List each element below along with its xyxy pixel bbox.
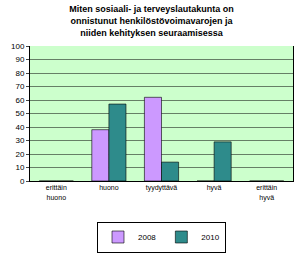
svg-text:erittäinhuono: erittäinhuono (46, 184, 67, 200)
svg-text:40: 40 (15, 123, 24, 132)
svg-text:Miten sosiaali- ja terveyslaut: Miten sosiaali- ja terveyslautakunta ono… (69, 4, 234, 37)
svg-text:2008: 2008 (138, 233, 156, 242)
svg-text:tyydyttävä: tyydyttävä (146, 184, 178, 192)
svg-text:0: 0 (20, 177, 25, 186)
svg-text:2010: 2010 (201, 233, 219, 242)
svg-text:30: 30 (15, 136, 24, 145)
svg-text:10: 10 (15, 163, 24, 172)
svg-text:erittäinhyvä: erittäinhyvä (256, 184, 277, 201)
svg-text:20: 20 (15, 150, 24, 159)
svg-text:hyvä: hyvä (207, 184, 222, 192)
svg-text:70: 70 (15, 82, 24, 91)
svg-text:60: 60 (15, 96, 24, 105)
svg-text:90: 90 (15, 55, 24, 64)
svg-text:100: 100 (11, 42, 25, 51)
svg-text:50: 50 (15, 109, 24, 118)
svg-text:huono: huono (99, 184, 119, 191)
svg-text:80: 80 (15, 69, 24, 78)
